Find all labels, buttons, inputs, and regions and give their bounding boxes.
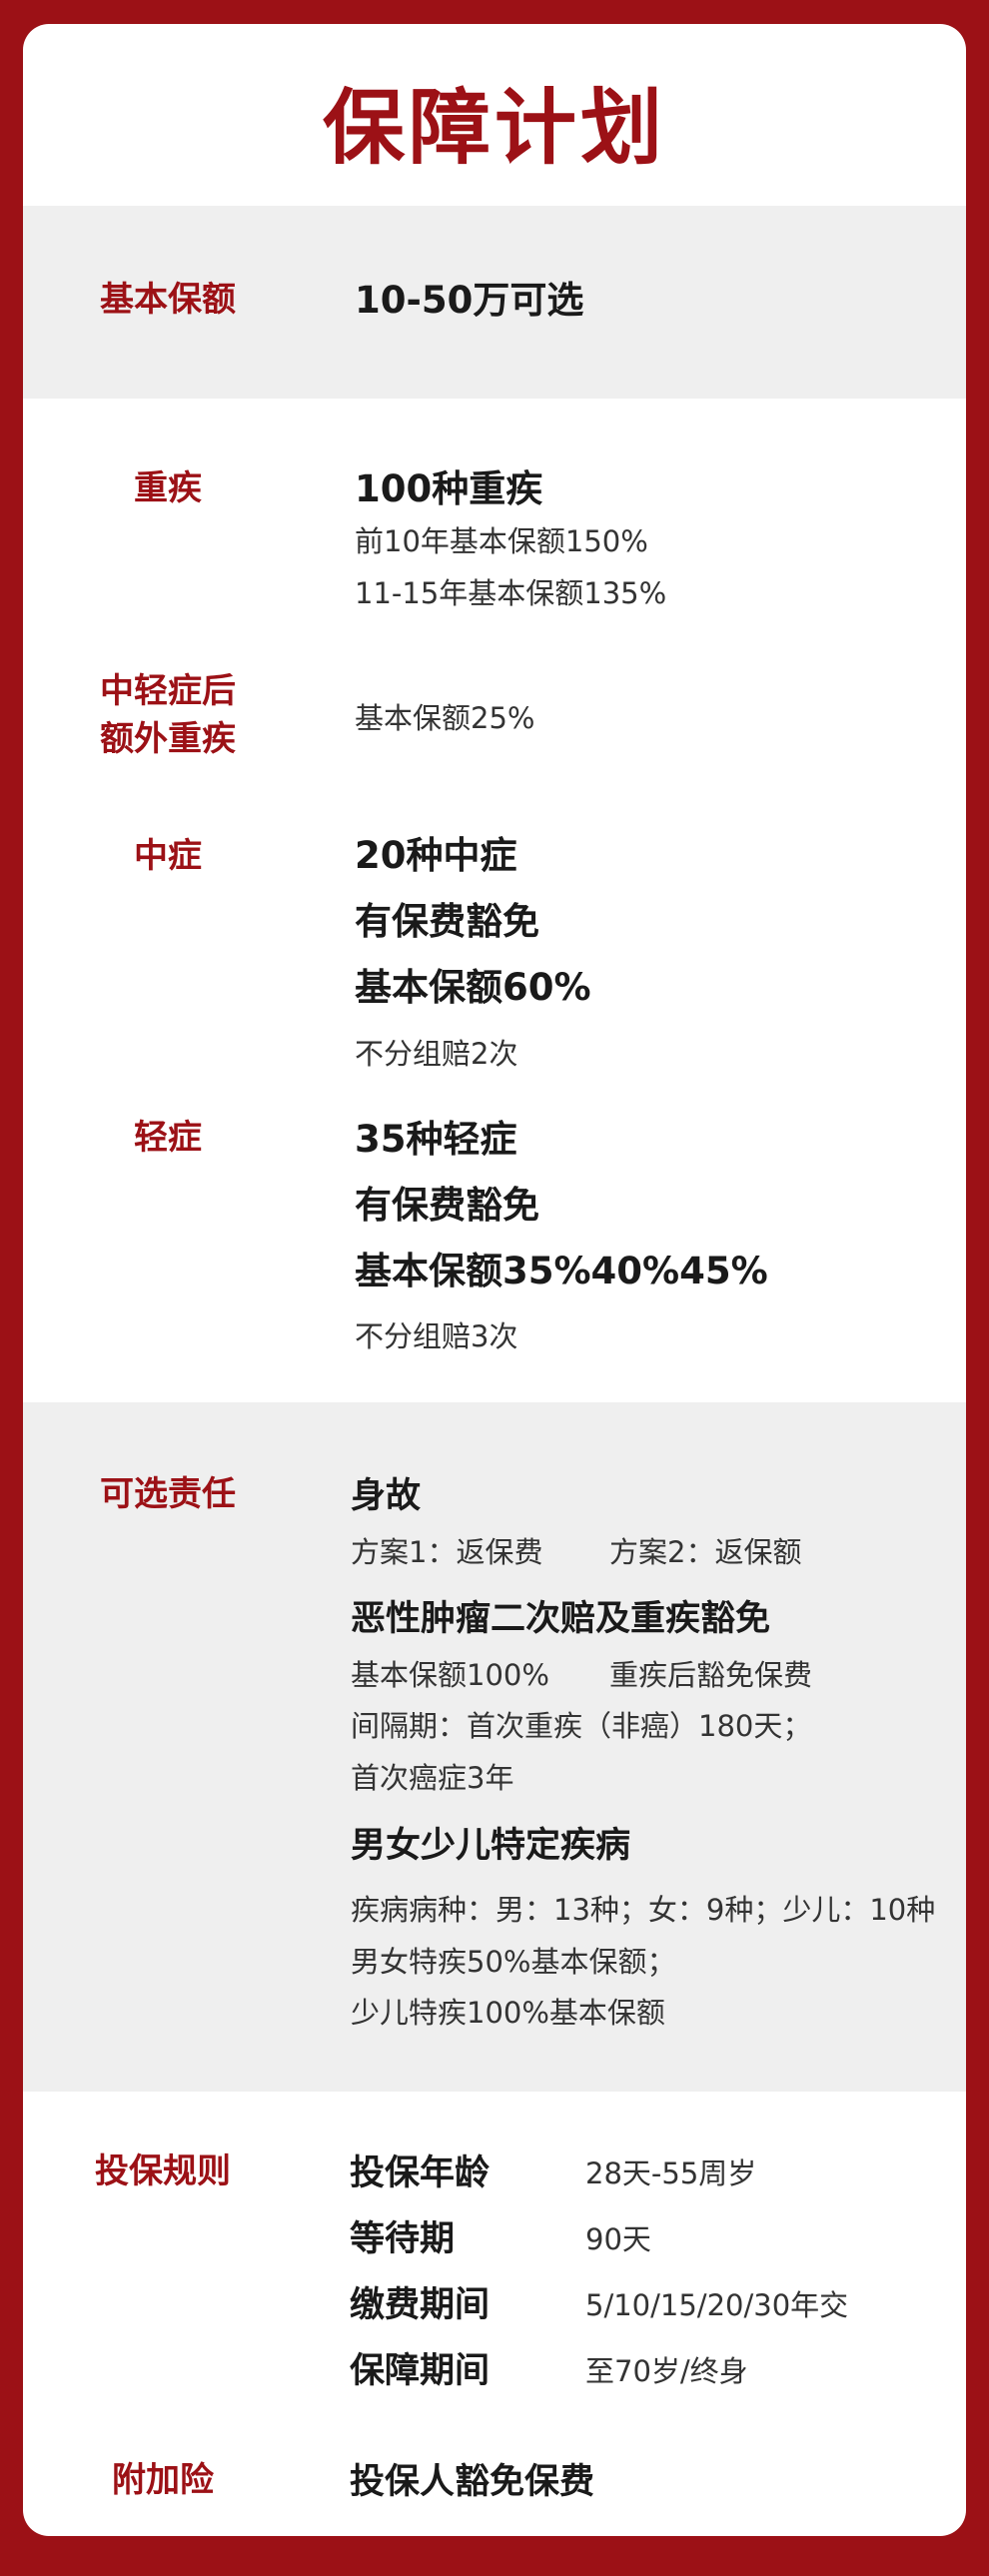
tumor-waiver: 重疾后豁免保费 xyxy=(609,1658,813,1692)
rule-value-coverage: 至70岁/终身 xyxy=(585,2354,748,2388)
rule-value-payment: 5/10/15/20/30年交 xyxy=(585,2288,849,2322)
mild-label: 轻症 xyxy=(134,1118,202,1158)
moderate-line3: 基本保额60% xyxy=(355,966,591,1009)
optional-section xyxy=(23,1402,966,2092)
rider-label: 附加险 xyxy=(112,2460,214,2500)
rule-key-coverage: 保障期间 xyxy=(350,2351,491,2391)
mild-line2: 有保费豁免 xyxy=(355,1184,539,1227)
tumor-amount: 基本保额100% xyxy=(351,1658,549,1692)
extra-critical-label-line1: 中轻症后 xyxy=(100,671,236,711)
tumor-interval-line1: 间隔期：首次重疾（非癌）180天； xyxy=(351,1709,812,1743)
special-disease-title: 男女少儿特定疾病 xyxy=(351,1826,631,1866)
moderate-note: 不分组赔2次 xyxy=(355,1037,518,1071)
critical-line1: 前10年基本保额150% xyxy=(355,524,648,558)
rule-key-age: 投保年龄 xyxy=(350,2153,491,2193)
mild-note: 不分组赔3次 xyxy=(355,1319,518,1353)
tumor-title: 恶性肿瘤二次赔及重疾豁免 xyxy=(351,1599,771,1639)
critical-label: 重疾 xyxy=(134,468,202,508)
rule-value-waiting: 90天 xyxy=(585,2222,651,2256)
moderate-line2: 有保费豁免 xyxy=(355,900,539,943)
rules-label: 投保规则 xyxy=(95,2151,231,2191)
death-title: 身故 xyxy=(351,1476,422,1516)
critical-line2: 11-15年基本保额135% xyxy=(355,576,667,610)
extra-critical-value: 基本保额25% xyxy=(355,701,535,735)
tumor-interval-line2: 首次癌症3年 xyxy=(351,1761,514,1795)
rule-value-age: 28天-55周岁 xyxy=(585,2156,757,2190)
optional-label: 可选责任 xyxy=(100,1474,236,1514)
special-disease-adult: 男女特疾50%基本保额； xyxy=(351,1945,676,1979)
extra-critical-label-line2: 额外重疾 xyxy=(100,719,236,759)
basic-amount-label: 基本保额 xyxy=(100,280,236,320)
rule-key-payment: 缴费期间 xyxy=(350,2285,491,2325)
page-title: 保障计划 xyxy=(322,81,666,176)
mild-line1: 35种轻症 xyxy=(355,1118,517,1161)
rule-key-waiting: 等待期 xyxy=(350,2219,456,2259)
mild-line3: 基本保额35%40%45% xyxy=(355,1250,768,1292)
death-plan2: 方案2：返保额 xyxy=(609,1535,802,1569)
critical-main: 100种重疾 xyxy=(355,467,543,510)
moderate-line1: 20种中症 xyxy=(355,834,517,877)
special-disease-kinds: 疾病病种：男：13种；女：9种；少儿：10种 xyxy=(351,1893,936,1927)
special-disease-child: 少儿特疾100%基本保额 xyxy=(351,1996,665,2030)
basic-amount-value: 10-50万可选 xyxy=(355,279,584,322)
rider-value: 投保人豁免保费 xyxy=(350,2462,595,2502)
death-plan1: 方案1：返保费 xyxy=(351,1535,543,1569)
plan-card: 保障计划 基本保额 10-50万可选 重疾 100种重疾 前10年基本保额150… xyxy=(23,24,966,2536)
moderate-label: 中症 xyxy=(134,836,202,876)
basic-amount-section xyxy=(23,206,966,399)
